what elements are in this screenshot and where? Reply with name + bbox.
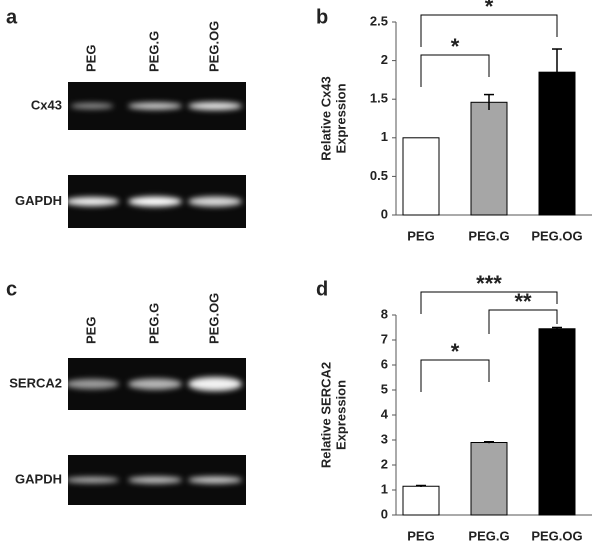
band bbox=[65, 477, 119, 483]
significance-bracket bbox=[420, 291, 558, 314]
significance-label: * bbox=[485, 0, 494, 19]
band bbox=[128, 196, 182, 207]
y-tick-label: 8 bbox=[381, 306, 388, 321]
y-axis-label-line: Expression bbox=[334, 380, 349, 450]
significance-label: * bbox=[451, 34, 460, 59]
lane-label: PEG.OG bbox=[206, 21, 221, 72]
bar bbox=[470, 101, 508, 216]
band bbox=[188, 102, 242, 110]
significance-label: ** bbox=[514, 289, 532, 314]
band bbox=[188, 476, 242, 484]
band bbox=[128, 476, 182, 484]
y-tick-label: 1 bbox=[381, 481, 388, 496]
significance-bracket bbox=[488, 309, 558, 334]
significance-bracket bbox=[420, 359, 490, 392]
y-tick-label: 2 bbox=[381, 456, 388, 471]
row-label: SERCA2 bbox=[9, 375, 62, 390]
panel-letter: d bbox=[316, 278, 328, 300]
x-tick-label: PEG bbox=[407, 528, 434, 543]
y-tick-label: 2 bbox=[381, 52, 388, 67]
y-tick-label: 0 bbox=[381, 506, 388, 521]
y-tick-label: 3 bbox=[381, 431, 388, 446]
y-tick-label: 0 bbox=[381, 206, 388, 221]
band bbox=[188, 377, 242, 391]
bar bbox=[538, 328, 576, 516]
lane-label: PEG bbox=[83, 45, 98, 72]
band bbox=[65, 379, 119, 389]
bar bbox=[402, 485, 440, 516]
panel-letter: b bbox=[316, 6, 328, 28]
x-tick-label: PEG.G bbox=[468, 528, 509, 543]
x-tick-label: PEG.OG bbox=[531, 528, 582, 543]
band bbox=[188, 196, 242, 207]
significance-label: * bbox=[451, 339, 460, 364]
x-tick-label: PEG bbox=[407, 228, 434, 243]
panel-letter: a bbox=[6, 6, 18, 28]
band bbox=[128, 378, 182, 390]
bar bbox=[470, 442, 508, 516]
y-tick-label: 7 bbox=[381, 331, 388, 346]
panel-letter: c bbox=[6, 278, 17, 300]
y-axis-label-line: Relative Cx43 bbox=[319, 76, 334, 161]
bar bbox=[402, 137, 440, 216]
lane-label: PEG bbox=[83, 317, 98, 344]
lane-label: PEG.G bbox=[146, 31, 161, 72]
y-tick-label: 4 bbox=[381, 406, 389, 421]
row-label: GAPDH bbox=[15, 471, 62, 486]
y-tick-label: 1.5 bbox=[370, 91, 388, 106]
y-axis-label: Relative Cx43Expression bbox=[319, 76, 349, 161]
x-tick-label: PEG.OG bbox=[531, 228, 582, 243]
significance-bracket bbox=[420, 54, 490, 87]
y-tick-label: 2.5 bbox=[370, 13, 388, 28]
y-tick-label: 6 bbox=[381, 356, 388, 371]
band bbox=[65, 197, 119, 206]
y-axis-label-line: Relative SERCA2 bbox=[319, 362, 334, 468]
significance-bracket bbox=[420, 14, 558, 47]
x-tick-label: PEG.G bbox=[468, 228, 509, 243]
y-axis-label-line: Expression bbox=[334, 83, 349, 153]
row-label: Cx43 bbox=[31, 97, 62, 112]
band bbox=[70, 103, 114, 109]
y-axis-label: Relative SERCA2Expression bbox=[319, 362, 349, 468]
y-tick-label: 1 bbox=[381, 129, 388, 144]
lane-label: PEG.G bbox=[146, 303, 161, 344]
band bbox=[128, 102, 182, 110]
row-label: GAPDH bbox=[15, 193, 62, 208]
bar bbox=[538, 71, 576, 216]
y-tick-label: 0.5 bbox=[370, 168, 388, 183]
y-tick-label: 5 bbox=[381, 381, 388, 396]
significance-label: *** bbox=[476, 271, 502, 296]
lane-label: PEG.OG bbox=[206, 293, 221, 344]
